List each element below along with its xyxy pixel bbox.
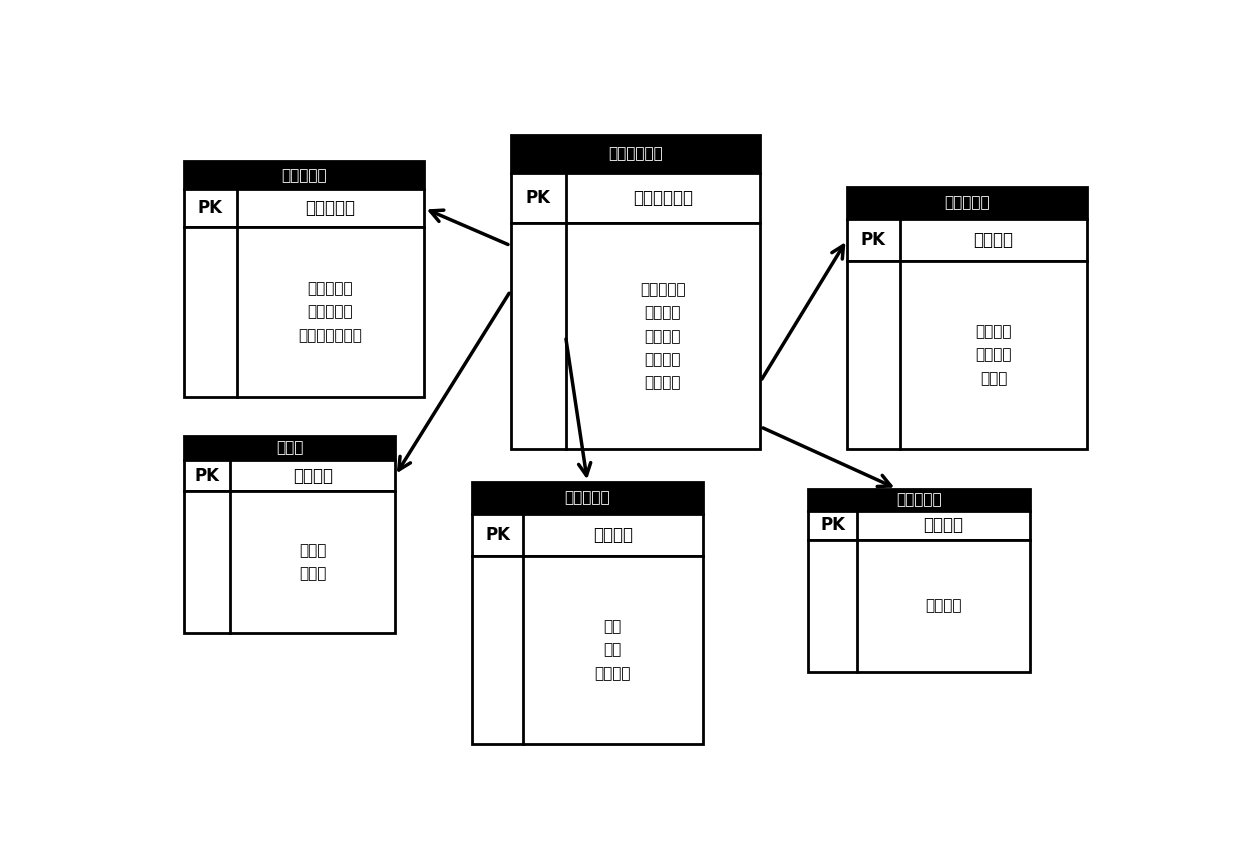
Polygon shape [472, 556, 703, 745]
Text: 群组表: 群组表 [275, 441, 304, 455]
Text: 联系人标记
群组标记
分类标记
策略标记
延时标记: 联系人标记 群组标记 分类标记 策略标记 延时标记 [640, 282, 686, 391]
Polygon shape [847, 187, 1087, 219]
Text: PK: PK [197, 199, 223, 217]
Text: PK: PK [821, 517, 846, 534]
Text: 分类策略标记: 分类策略标记 [632, 189, 693, 207]
Polygon shape [808, 488, 1029, 511]
Text: 延时标记: 延时标记 [924, 517, 963, 534]
Text: 联系人名称
联系人号码
联系人所属群组: 联系人名称 联系人号码 联系人所属群组 [299, 281, 362, 343]
Text: 策略标记: 策略标记 [973, 231, 1013, 248]
Polygon shape [472, 483, 703, 514]
Polygon shape [847, 219, 1087, 260]
Text: 延时信息表: 延时信息表 [897, 492, 942, 507]
Text: 分类策略信息: 分类策略信息 [608, 146, 663, 161]
Polygon shape [184, 161, 424, 190]
Polygon shape [184, 491, 396, 633]
Text: 来电
短信
电子邮件: 来电 短信 电子邮件 [594, 619, 631, 681]
Text: PK: PK [526, 189, 551, 207]
Polygon shape [808, 540, 1029, 672]
Text: 延时时间: 延时时间 [925, 598, 961, 614]
Text: 联系人信息: 联系人信息 [281, 168, 327, 183]
Polygon shape [511, 223, 760, 449]
Text: 策略信息表: 策略信息表 [944, 196, 990, 210]
Text: PK: PK [485, 526, 510, 544]
Text: 分类信息表: 分类信息表 [564, 490, 610, 505]
Polygon shape [511, 173, 760, 223]
Text: 联系人标记: 联系人标记 [305, 199, 356, 217]
Polygon shape [847, 260, 1087, 449]
Text: PK: PK [195, 466, 219, 484]
Text: 即时同步
延时同步
不同步: 即时同步 延时同步 不同步 [975, 324, 1012, 386]
Text: 分类标记: 分类标记 [593, 526, 632, 544]
Text: 即时组
延时组: 即时组 延时组 [299, 543, 326, 581]
Text: PK: PK [861, 231, 885, 248]
Polygon shape [511, 135, 760, 173]
Polygon shape [472, 514, 703, 556]
Polygon shape [184, 190, 424, 227]
Text: 群组标记: 群组标记 [293, 466, 332, 484]
Polygon shape [184, 227, 424, 397]
Polygon shape [184, 437, 396, 460]
Polygon shape [808, 511, 1029, 540]
Polygon shape [184, 460, 396, 491]
